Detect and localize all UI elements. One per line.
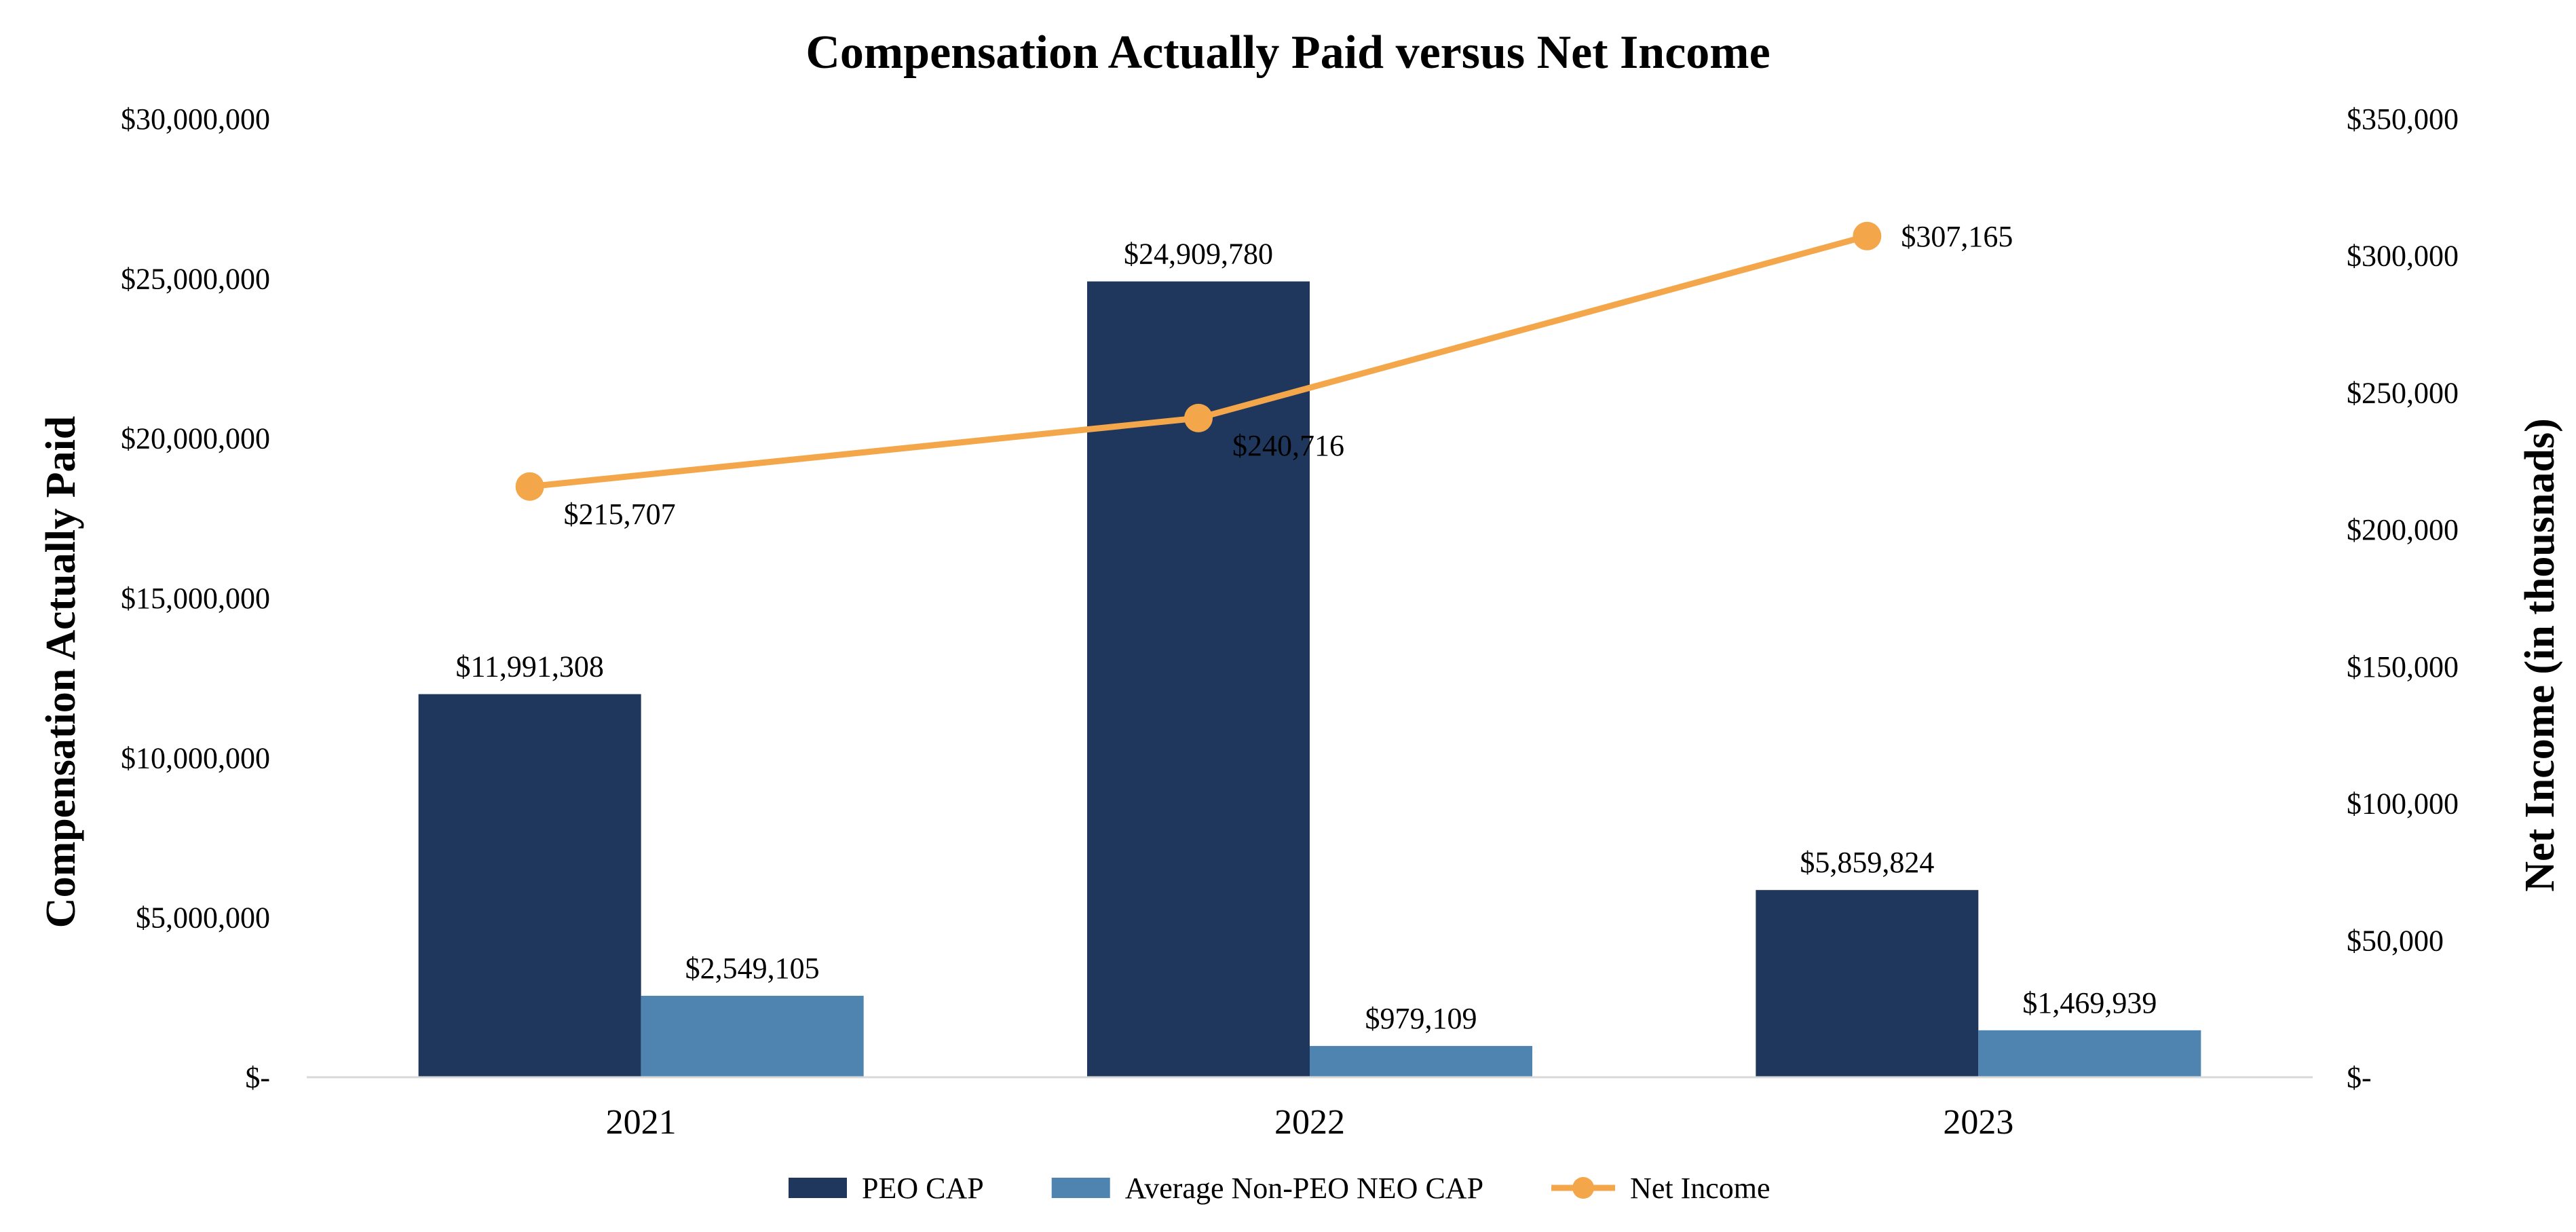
bar-peo-cap-2021 — [418, 694, 641, 1077]
right-tick-label: $300,000 — [2347, 240, 2459, 273]
right-tick-label: $- — [2347, 1061, 2372, 1094]
legend: PEO CAP Average Non-PEO NEO CAP Net Income — [789, 1172, 1770, 1205]
legend-swatch-peo-cap — [789, 1178, 847, 1198]
left-tick-label: $20,000,000 — [121, 422, 270, 455]
bar-data-label: $5,859,824 — [1800, 846, 1934, 879]
legend-label-peo-cap: PEO CAP — [862, 1172, 984, 1205]
left-tick-label: $10,000,000 — [121, 741, 270, 774]
bar-data-label: $1,469,939 — [2022, 986, 2157, 1020]
right-axis-ticks: $- $50,000 $100,000 $150,000 $200,000 $250,00… — [2347, 102, 2459, 1094]
bar-average-non-peo-neo-cap-2021 — [641, 996, 864, 1077]
line-series — [515, 221, 1882, 501]
left-tick-label: $15,000,000 — [121, 582, 270, 615]
left-tick-label: $- — [245, 1061, 270, 1094]
net-income-point-2022 — [1184, 403, 1213, 432]
right-tick-label: $200,000 — [2347, 513, 2459, 546]
right-tick-label: $250,000 — [2347, 376, 2459, 409]
legend-marker-net-income — [1572, 1177, 1595, 1199]
right-tick-label: $150,000 — [2347, 650, 2459, 684]
legend-label-net-income: Net Income — [1630, 1172, 1770, 1205]
bar-average-non-peo-neo-cap-2023 — [1978, 1030, 2201, 1077]
category-label-2022: 2022 — [1274, 1103, 1345, 1142]
net-income-point-2021 — [515, 472, 544, 501]
bar-data-label: $11,991,308 — [455, 650, 603, 684]
net-income-data-label: $215,707 — [564, 498, 676, 531]
category-label-2023: 2023 — [1943, 1103, 2013, 1142]
net-income-data-label: $240,716 — [1232, 429, 1344, 462]
left-tick-label: $30,000,000 — [121, 102, 270, 136]
legend-swatch-average-non-peo-neo-cap — [1051, 1178, 1110, 1198]
category-labels: 2021 2022 2023 — [606, 1103, 2014, 1142]
right-tick-label: $100,000 — [2347, 787, 2459, 821]
net-income-data-label: $307,165 — [1901, 220, 2013, 253]
bar-average-non-peo-neo-cap-2022 — [1310, 1045, 1532, 1077]
right-tick-label: $350,000 — [2347, 102, 2459, 136]
bar-peo-cap-2023 — [1756, 890, 1979, 1077]
right-axis-title: Net Income (in thousnads) — [2517, 418, 2563, 892]
bar-data-label: $979,109 — [1365, 1002, 1477, 1035]
left-tick-label: $25,000,000 — [121, 262, 270, 295]
legend-label-average-non-peo-neo-cap: Average Non-PEO NEO CAP — [1125, 1172, 1483, 1205]
data-labels: $11,991,308 $24,909,780 $5,859,824 $2,549,1… — [455, 220, 2157, 1035]
left-axis-title: Compensation Actually Paid — [38, 416, 84, 928]
chart-title: Compensation Actually Paid versus Net In… — [806, 26, 1770, 79]
net-income-point-2023 — [1853, 221, 1882, 250]
left-tick-label: $5,000,000 — [136, 901, 270, 935]
bar-data-label: $2,549,105 — [685, 952, 820, 985]
bar-data-label: $24,909,780 — [1124, 238, 1273, 271]
bar-peo-cap-2022 — [1087, 281, 1310, 1077]
category-label-2021: 2021 — [606, 1103, 677, 1142]
right-tick-label: $50,000 — [2347, 924, 2444, 957]
left-axis-ticks: $- $5,000,000 $10,000,000 $15,000,000 $20,00… — [121, 102, 270, 1094]
